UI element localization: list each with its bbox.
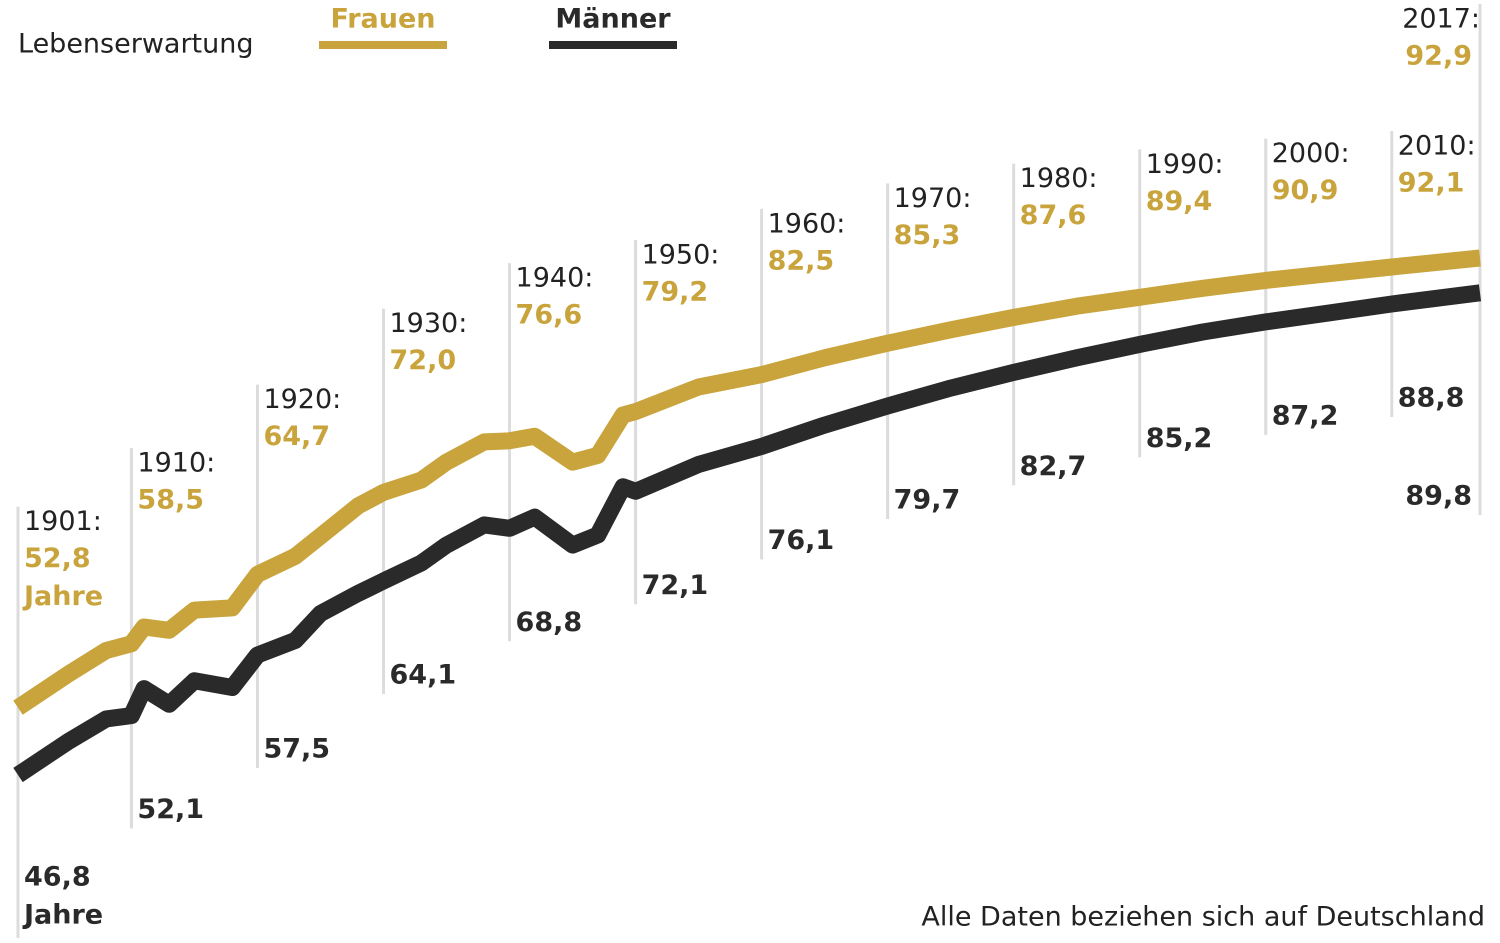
value-label: 88,8 — [1398, 382, 1465, 413]
x-tick-label: 1940: — [516, 263, 594, 294]
x-tick-label: 1970: — [894, 183, 972, 214]
value-label: 87,6 — [1020, 200, 1087, 231]
series-line — [13, 284, 1482, 783]
value-label: 64,1 — [390, 659, 457, 690]
value-label: 82,7 — [1020, 451, 1087, 482]
x-tick-label: 2000: — [1272, 138, 1350, 169]
value-label: 89,8 — [1405, 481, 1472, 512]
x-tick-label: 1950: — [642, 239, 720, 270]
value-label: 82,5 — [768, 245, 835, 276]
value-label: 64,7 — [263, 421, 330, 452]
x-tick-label: 1920: — [263, 384, 341, 415]
value-label: 90,9 — [1272, 175, 1339, 206]
value-label: 52,8 — [24, 543, 91, 574]
x-tick-label: 1990: — [1146, 149, 1224, 180]
x-tick-label: 1960: — [768, 208, 846, 239]
value-label: 79,7 — [894, 485, 961, 516]
legend-label: Frauen — [330, 4, 435, 35]
legend-label: Männer — [555, 4, 671, 35]
value-label: 57,5 — [263, 734, 330, 765]
unit-label: Jahre — [22, 581, 103, 612]
x-tick-label: 2017: — [1402, 4, 1480, 35]
value-label: 89,4 — [1146, 186, 1213, 217]
x-tick-label: 2010: — [1398, 131, 1476, 162]
unit-label: Jahre — [22, 900, 103, 931]
x-tick-label: 1901: — [24, 506, 102, 537]
value-label: 87,2 — [1272, 400, 1339, 431]
footnote: Alle Daten beziehen sich auf Deutschland — [921, 902, 1485, 933]
value-label: 58,5 — [137, 485, 204, 516]
value-label: 76,6 — [516, 300, 583, 331]
chart-title: Lebenserwartung — [18, 29, 254, 60]
value-label: 76,1 — [768, 525, 835, 556]
value-label: 72,1 — [642, 570, 709, 601]
value-label: 92,9 — [1405, 41, 1472, 72]
x-tick-label: 1930: — [390, 308, 468, 339]
value-label: 52,1 — [137, 794, 204, 825]
x-tick-label: 1980: — [1020, 163, 1098, 194]
value-label: 85,3 — [894, 220, 961, 251]
value-label: 85,2 — [1146, 423, 1213, 454]
value-label: 92,1 — [1398, 168, 1465, 199]
legend-swatch — [549, 41, 677, 49]
x-tick-label: 1910: — [137, 448, 215, 479]
value-label: 79,2 — [642, 276, 709, 307]
value-label: 68,8 — [516, 607, 583, 638]
value-label: 72,0 — [390, 345, 457, 376]
value-label: 46,8 — [24, 862, 91, 893]
legend-swatch — [319, 41, 447, 49]
series-line — [13, 249, 1481, 715]
